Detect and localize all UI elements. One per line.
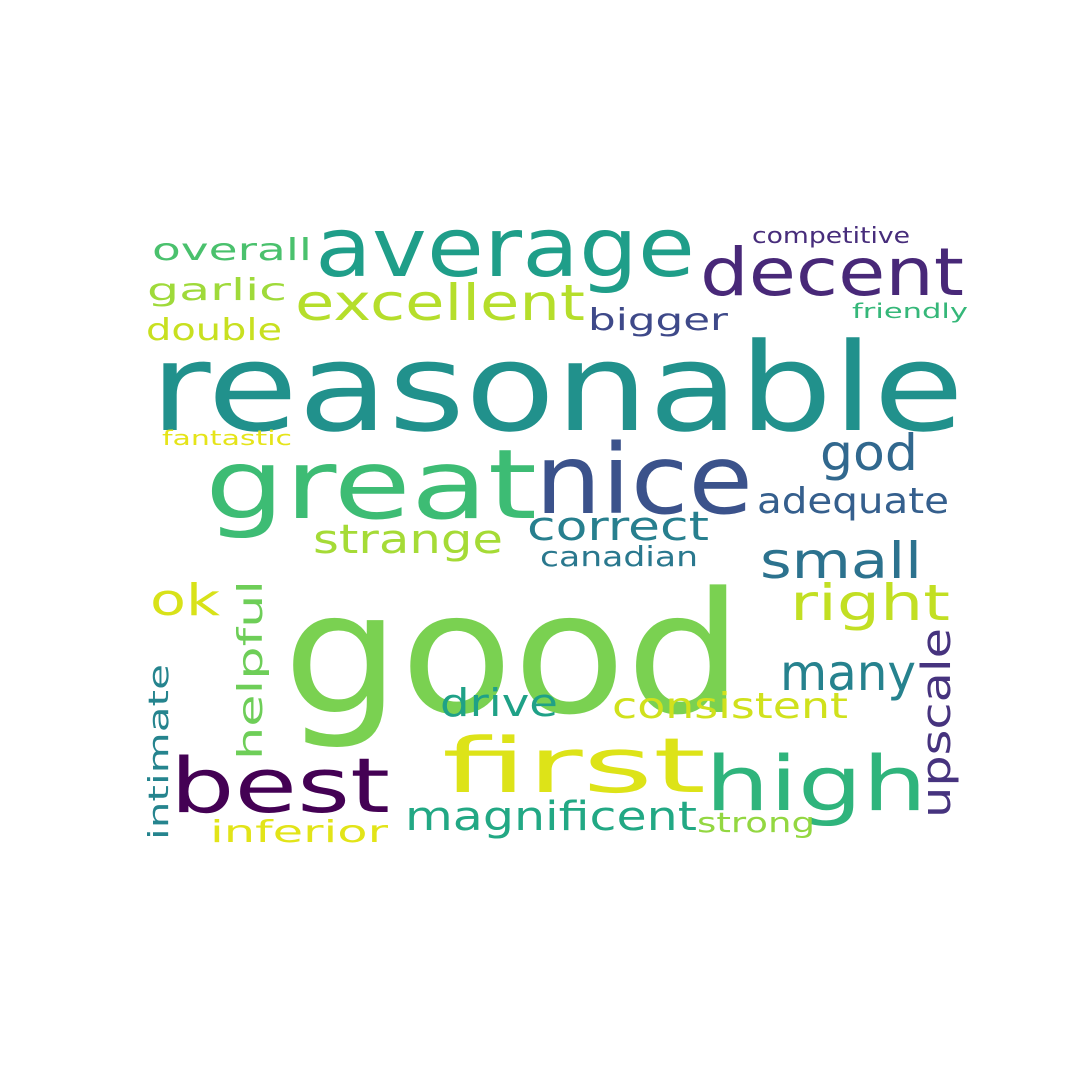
cloud-word-double: double [146, 313, 282, 348]
cloud-word-magnificent: magnificent [405, 794, 697, 840]
cloud-word-best: best [170, 741, 390, 830]
cloud-word-nice: nice [535, 424, 753, 536]
cloud-word-friendly: friendly [852, 299, 968, 323]
cloud-word-consistent: consistent [612, 686, 848, 727]
cloud-word-canadian: canadian [540, 540, 698, 573]
cloud-word-decent: decent [700, 234, 964, 311]
cloud-word-average: average [315, 201, 695, 296]
cloud-word-strong: strong [697, 806, 815, 839]
cloud-word-good: good [283, 556, 743, 752]
cloud-word-great: great [205, 429, 537, 541]
cloud-word-small: small [760, 532, 922, 590]
cloud-word-competitive: competitive [752, 224, 910, 249]
cloud-word-fantastic: fantastic [162, 426, 292, 450]
cloud-word-adequate: adequate [757, 481, 949, 522]
cloud-word-high: high [705, 739, 927, 828]
cloud-word-garlic: garlic [147, 273, 287, 308]
cloud-word-right: right [790, 574, 950, 632]
cloud-word-reasonable: reasonable [150, 317, 964, 459]
cloud-word-inferior: inferior [210, 815, 389, 850]
cloud-word-upscale: upscale [914, 628, 960, 818]
cloud-word-first: first [442, 721, 706, 810]
cloud-word-correct: correct [527, 504, 709, 550]
cloud-word-intimate: intimate [142, 664, 175, 840]
cloud-word-god: god [820, 424, 918, 482]
cloud-word-many: many [780, 644, 916, 702]
cloud-word-strange: strange [313, 517, 503, 563]
cloud-word-excellent: excellent [295, 274, 585, 332]
cloud-word-drive: drive [440, 681, 558, 725]
cloud-word-helpful: helpful [231, 580, 271, 760]
cloud-word-ok: ok [150, 575, 221, 626]
cloud-word-bigger: bigger [588, 303, 729, 338]
cloud-word-overall: overall [152, 233, 312, 268]
